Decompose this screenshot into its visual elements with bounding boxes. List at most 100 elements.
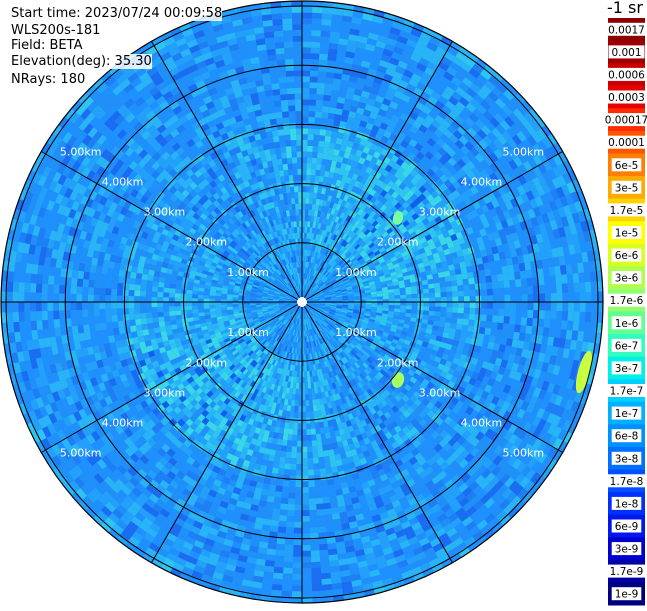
heatmap-cell <box>320 223 325 230</box>
heatmap-cell <box>230 276 237 281</box>
heatmap-cell <box>255 298 262 301</box>
heatmap-cell <box>313 298 320 300</box>
heatmap-cell <box>136 267 144 274</box>
heatmap-cell <box>282 319 288 325</box>
heatmap-cell <box>363 384 370 391</box>
heatmap-cell <box>297 267 299 274</box>
heatmap-cell <box>239 358 246 365</box>
heatmap-cell <box>337 198 344 206</box>
heatmap-cell <box>270 124 278 131</box>
heatmap-cell <box>332 125 340 133</box>
heatmap-cell <box>462 278 469 286</box>
heatmap-cell <box>280 317 286 323</box>
heatmap-cell <box>170 274 178 280</box>
heatmap-cell <box>463 284 470 291</box>
heatmap-cell <box>323 270 328 276</box>
heatmap-cell <box>260 198 267 206</box>
heatmap-cell <box>399 308 406 313</box>
heatmap-cell <box>318 175 325 183</box>
heatmap-cell <box>299 383 302 389</box>
heatmap-cell <box>313 128 321 136</box>
heatmap-cell <box>281 410 287 417</box>
heatmap-cell <box>253 228 260 235</box>
heatmap-cell <box>290 288 295 294</box>
heatmap-cell <box>337 423 344 430</box>
heatmap-cell <box>218 378 226 386</box>
heatmap-cell <box>200 273 208 279</box>
heatmap-cell <box>348 359 355 366</box>
heatmap-cell <box>130 271 137 279</box>
heatmap-cell <box>260 398 267 406</box>
heatmap-cell <box>227 314 235 318</box>
heatmap-cell <box>289 233 294 240</box>
heatmap-cell <box>346 236 352 243</box>
heatmap-cell <box>228 364 236 371</box>
heatmap-cell <box>312 192 318 199</box>
heatmap-cell <box>322 224 327 231</box>
heatmap-cell <box>444 322 451 329</box>
heatmap-cell <box>434 340 442 347</box>
heatmap-cell <box>259 329 266 335</box>
heatmap-cell <box>215 304 222 309</box>
heatmap-cell <box>266 376 272 383</box>
heatmap-cell <box>285 304 291 307</box>
heatmap-cell <box>292 168 298 175</box>
heatmap-cell <box>237 325 244 331</box>
heatmap-cell <box>279 223 284 230</box>
heatmap-cell <box>287 221 292 228</box>
heatmap-cell <box>197 216 205 224</box>
heatmap-cell <box>226 294 233 298</box>
heatmap-cell <box>322 342 327 349</box>
heatmap-cell <box>293 262 296 268</box>
heatmap-cell <box>365 375 372 382</box>
heatmap-cell <box>330 279 337 284</box>
heatmap-cell <box>140 279 148 286</box>
heatmap-cell <box>364 310 371 315</box>
heatmap-cell <box>205 259 213 266</box>
heatmap-cell <box>319 304 325 306</box>
heatmap-cell <box>327 177 333 185</box>
heatmap-cell <box>224 229 232 237</box>
heatmap-cell <box>267 336 273 342</box>
heatmap-cell <box>324 263 330 270</box>
heatmap-cell <box>188 387 196 395</box>
heatmap-cell <box>302 197 306 204</box>
heatmap-cell <box>192 212 200 220</box>
heatmap-cell <box>388 345 396 351</box>
heatmap-cell <box>280 324 285 331</box>
heatmap-cell <box>312 322 316 328</box>
heatmap-cell <box>305 186 311 193</box>
heatmap-cell <box>204 216 212 224</box>
heatmap-cell <box>245 288 252 292</box>
heatmap-cell <box>289 364 294 371</box>
heatmap-cell <box>198 391 207 399</box>
heatmap-cell <box>244 307 251 311</box>
heatmap-cell <box>129 277 136 285</box>
heatmap-cell <box>306 261 309 268</box>
heatmap-cell <box>356 175 363 183</box>
heatmap-cell <box>312 294 318 298</box>
heatmap-cell <box>373 337 380 343</box>
heatmap-cell <box>251 313 258 317</box>
heatmap-cell <box>329 252 335 259</box>
heatmap-cell <box>305 250 308 256</box>
heatmap-cell <box>419 213 427 222</box>
heatmap-cell <box>318 305 325 308</box>
heatmap-cell <box>182 357 190 365</box>
heatmap-cell <box>329 454 336 462</box>
heatmap-cell <box>197 302 204 306</box>
heatmap-cell <box>333 273 340 279</box>
heatmap-cell <box>251 271 258 276</box>
heatmap-cell <box>201 357 209 364</box>
heatmap-cell <box>353 227 359 234</box>
heatmap-cell <box>418 247 426 255</box>
heatmap-cell <box>206 354 214 361</box>
heatmap-cell <box>311 388 315 395</box>
heatmap-cell <box>273 303 279 305</box>
heatmap-cell <box>256 307 263 310</box>
heatmap-cell <box>215 240 223 247</box>
heatmap-cell <box>313 251 317 258</box>
heatmap-cell <box>278 261 283 267</box>
heatmap-cell <box>296 261 299 268</box>
heatmap-cell <box>221 296 227 300</box>
